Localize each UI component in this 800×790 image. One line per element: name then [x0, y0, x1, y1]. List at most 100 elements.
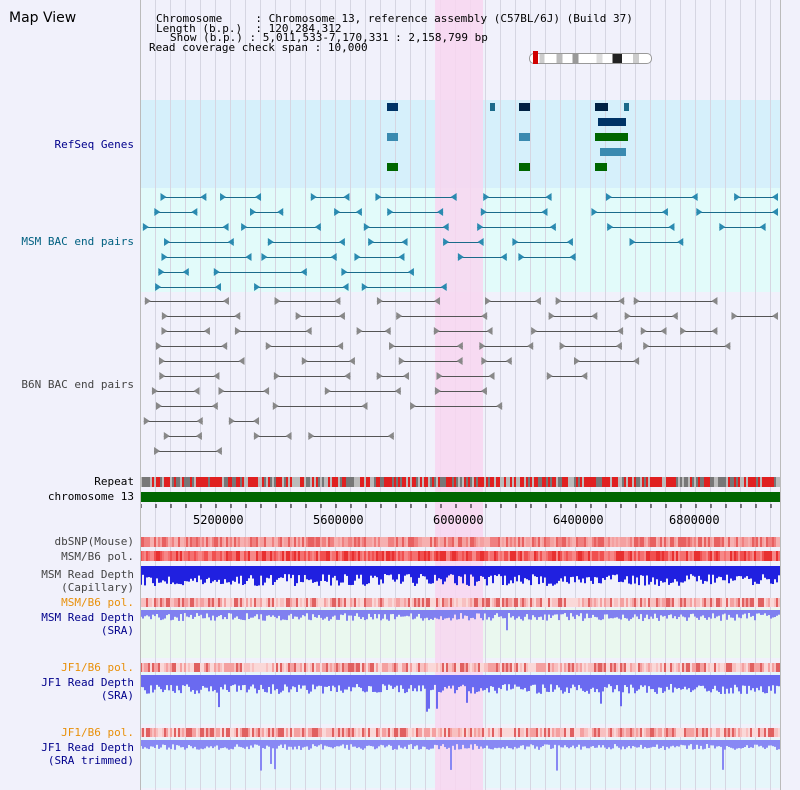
msm-read-depth-cap-label[interactable]: MSM Read Depth — [41, 568, 134, 581]
read-depth-bar — [180, 675, 182, 694]
bac-end-marker — [361, 402, 368, 410]
msm-read-depth-sra-label[interactable]: MSM Read Depth — [41, 611, 134, 624]
jf1-b6-pol-2-label[interactable]: JF1/B6 pol. — [61, 726, 134, 739]
read-depth-bar — [618, 610, 620, 619]
read-depth-bar — [256, 566, 258, 586]
jf1-b6-pol-label[interactable]: JF1/B6 pol. — [61, 661, 134, 674]
pol-band-segment — [600, 537, 602, 547]
read-depth-bar — [310, 566, 312, 580]
read-depth-bar — [162, 675, 164, 693]
pol-band-segment — [184, 551, 186, 561]
pol-band-segment — [178, 598, 180, 607]
pol-band-segment — [744, 551, 746, 561]
pol-band-segment — [174, 663, 176, 672]
pol-band-segment — [398, 537, 400, 547]
read-depth-bar — [266, 610, 268, 616]
pol-band-segment — [562, 537, 564, 547]
read-depth-bar — [712, 610, 714, 614]
pol-band-segment — [570, 728, 572, 737]
read-depth-bar — [678, 566, 680, 586]
read-depth-bar — [458, 740, 460, 750]
read-depth-bar — [640, 740, 642, 745]
repeat-segment — [634, 477, 636, 487]
msm-b6-pol-sra-label[interactable]: MSM/B6 pol. — [61, 596, 134, 609]
pol-band-segment — [462, 663, 464, 672]
read-depth-bar — [278, 566, 280, 579]
repeat-label[interactable]: Repeat — [94, 475, 134, 488]
read-depth-bar — [198, 610, 200, 616]
repeat-segment — [438, 477, 440, 487]
pol-band-segment — [660, 598, 662, 607]
pol-band-segment — [752, 728, 754, 737]
selected-region-highlight[interactable] — [435, 0, 483, 790]
pol-band-segment — [552, 598, 554, 607]
pol-band-segment — [244, 663, 246, 672]
read-depth-bar — [362, 675, 364, 692]
pol-band-segment — [572, 551, 574, 561]
read-depth-bar — [658, 740, 660, 749]
read-depth-bar — [410, 740, 412, 745]
read-depth-bar — [670, 740, 672, 747]
pol-band-segment — [212, 551, 214, 561]
read-depth-bar — [484, 740, 486, 749]
read-depth-bar — [390, 610, 392, 615]
pol-band-segment — [522, 551, 524, 561]
pol-band-segment — [596, 551, 598, 561]
refseq-genes-label[interactable]: RefSeq Genes — [54, 138, 134, 151]
pol-band-segment — [478, 551, 480, 561]
bac-end-marker — [164, 238, 171, 246]
pol-band-segment — [298, 663, 300, 672]
read-depth-bar — [426, 740, 428, 750]
pol-band-segment — [256, 598, 258, 607]
read-depth-bar — [508, 740, 510, 749]
read-depth-bar — [578, 566, 580, 580]
pol-band-segment — [174, 551, 176, 561]
pol-band-segment — [234, 663, 236, 672]
pol-band-segment — [426, 551, 428, 561]
bac-end-marker — [193, 387, 200, 395]
jf1-read-depth-trim-label[interactable]: JF1 Read Depth — [41, 741, 134, 754]
pol-band-segment — [420, 598, 422, 607]
read-depth-bar — [358, 610, 360, 617]
chromosome-ideogram[interactable] — [529, 53, 652, 64]
read-depth-bar — [228, 675, 230, 692]
read-depth-bar — [526, 675, 528, 692]
msm-bac-label[interactable]: MSM BAC end pairs — [21, 235, 134, 248]
read-depth-bar — [308, 610, 310, 620]
read-depth-bar — [622, 610, 624, 615]
read-depth-bar — [468, 566, 470, 586]
jf1-read-depth-sra-label[interactable]: JF1 Read Depth — [41, 676, 134, 689]
repeat-segment — [196, 477, 198, 487]
read-depth-bar — [740, 675, 742, 694]
repeat-segment — [756, 477, 758, 487]
pol-band-segment — [478, 728, 480, 737]
repeat-segment — [304, 477, 306, 487]
pol-band-segment — [344, 551, 346, 561]
read-depth-bar — [710, 740, 712, 746]
pol-band-segment — [346, 728, 348, 737]
pol-band-segment — [442, 728, 444, 737]
read-depth-bar — [600, 610, 602, 621]
pol-band-segment — [766, 598, 768, 607]
repeat-segment — [532, 477, 534, 487]
read-depth-bar — [540, 610, 542, 617]
chromosome-label[interactable]: chromosome 13 — [47, 490, 134, 503]
read-depth-bar — [738, 566, 740, 577]
pol-band-segment — [442, 663, 444, 672]
read-depth-bar — [704, 740, 706, 749]
read-depth-bar — [166, 740, 168, 750]
read-depth-bar — [298, 566, 300, 576]
bac-end-marker — [457, 253, 464, 261]
read-depth-bar — [168, 675, 170, 691]
pol-band-segment — [442, 551, 444, 561]
dbsnp-label[interactable]: dbSNP(Mouse) — [54, 535, 134, 548]
pol-band-segment — [358, 598, 360, 607]
pol-band-segment — [634, 551, 636, 561]
repeat-segment — [332, 477, 334, 487]
read-depth-bar — [428, 566, 430, 584]
pol-band-segment — [362, 728, 364, 737]
msm-b6-pol-label[interactable]: MSM/B6 pol. — [61, 550, 134, 563]
read-depth-bar — [144, 610, 146, 617]
pol-band-segment — [184, 537, 186, 547]
b6n-bac-label[interactable]: B6N BAC end pairs — [21, 378, 134, 391]
